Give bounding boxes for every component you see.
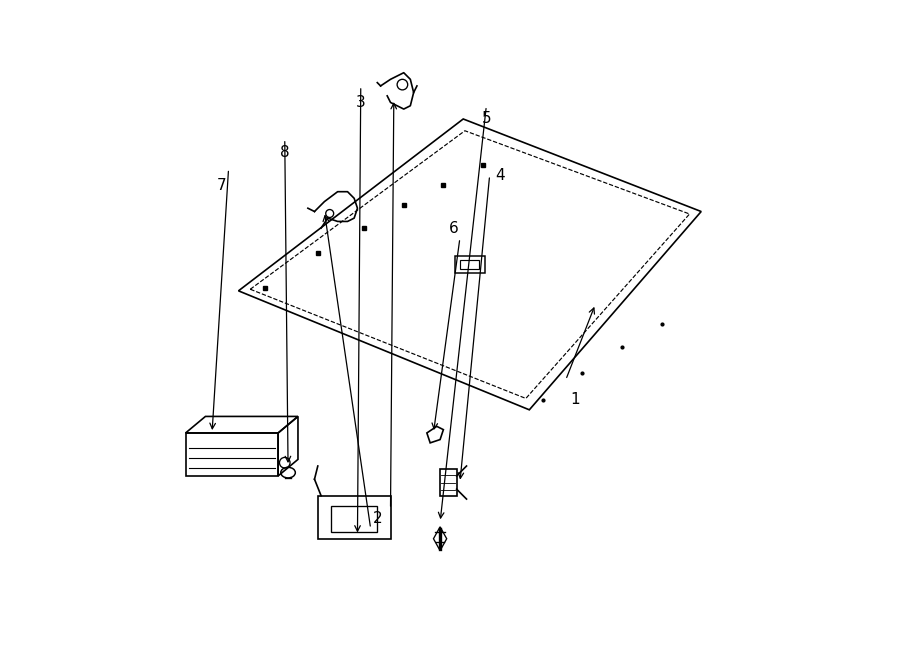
Bar xyxy=(460,260,480,268)
Text: 2: 2 xyxy=(373,512,382,526)
Bar xyxy=(331,506,377,532)
Text: 3: 3 xyxy=(356,95,365,110)
Text: 6: 6 xyxy=(448,221,458,235)
Text: 8: 8 xyxy=(280,145,290,159)
Text: 4: 4 xyxy=(495,168,504,182)
Text: 7: 7 xyxy=(217,178,227,192)
Text: 5: 5 xyxy=(482,112,491,126)
Bar xyxy=(455,256,485,272)
Bar xyxy=(318,496,391,539)
Text: 1: 1 xyxy=(571,393,580,407)
